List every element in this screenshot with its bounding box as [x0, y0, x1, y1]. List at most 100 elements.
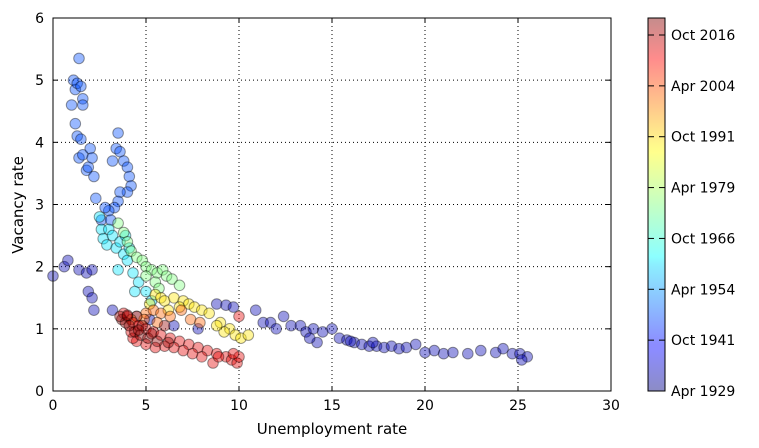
data-point: [75, 133, 87, 145]
data-point: [142, 332, 154, 345]
data-point: [110, 142, 122, 155]
data-point: [130, 251, 143, 264]
data-point: [184, 313, 197, 326]
x-tick-label: 25: [509, 398, 527, 414]
data-point: [270, 323, 283, 335]
data-point: [86, 292, 98, 304]
data-point: [385, 340, 398, 353]
data-point: [112, 127, 124, 139]
data-point: [140, 285, 152, 298]
data-point: [112, 195, 124, 208]
data-point: [497, 342, 509, 355]
data-point: [393, 342, 405, 355]
y-tick-label: 6: [35, 11, 44, 27]
data-point: [117, 226, 130, 239]
data-point: [194, 316, 206, 329]
data-point: [75, 80, 87, 93]
y-tick-label: 0: [35, 384, 44, 400]
data-point: [101, 239, 113, 251]
data-point: [168, 292, 180, 304]
data-point: [129, 285, 141, 298]
data-point: [333, 332, 346, 345]
data-point: [162, 304, 175, 317]
data-point: [88, 304, 100, 317]
data-point: [140, 307, 152, 320]
data-point: [103, 204, 115, 217]
x-tick-label: 5: [142, 398, 151, 414]
data-point: [80, 164, 93, 177]
data-point: [117, 155, 130, 167]
colorbar-gradient: [648, 18, 665, 391]
data-point: [136, 254, 149, 267]
data-point: [112, 264, 124, 276]
data-point: [114, 145, 126, 158]
data-point: [378, 341, 390, 354]
data-point: [77, 149, 89, 161]
x-tick-label: 20: [416, 398, 434, 414]
data-point: [218, 326, 230, 338]
data-point: [158, 340, 171, 353]
data-point: [121, 309, 134, 322]
data-point: [90, 192, 102, 205]
data-point: [69, 83, 82, 96]
data-point: [367, 336, 379, 349]
data-point: [475, 344, 487, 357]
colorbar-tick-label: Oct 2016: [671, 28, 735, 44]
data-point: [104, 214, 117, 226]
data-point: [294, 319, 307, 332]
data-point: [145, 264, 158, 276]
data-point: [119, 316, 132, 329]
data-point: [186, 347, 199, 360]
data-point: [73, 52, 85, 65]
data-point: [125, 180, 137, 192]
data-point: [173, 335, 186, 348]
data-point: [155, 292, 167, 304]
data-point: [73, 152, 85, 164]
data-point: [132, 324, 145, 336]
data-point: [521, 351, 534, 363]
y-tick-label: 1: [35, 322, 44, 338]
data-point: [183, 298, 195, 310]
data-point: [82, 161, 95, 173]
data-point: [71, 77, 83, 90]
data-point: [220, 299, 232, 312]
data-point: [257, 316, 270, 329]
data-point: [183, 338, 195, 351]
data-point: [125, 245, 137, 257]
data-point: [145, 295, 158, 307]
data-point: [58, 260, 70, 273]
data-point: [147, 304, 160, 317]
data-point: [370, 340, 383, 353]
data-point: [285, 319, 297, 332]
data-point: [210, 319, 223, 332]
data-point: [149, 341, 162, 354]
data-point: [419, 346, 431, 359]
y-axis-label: Vacancy rate: [9, 156, 27, 254]
data-point: [130, 310, 143, 323]
data-point: [363, 340, 376, 353]
data-point: [201, 344, 214, 357]
data-point: [264, 316, 277, 329]
data-point: [103, 223, 115, 236]
data-point: [114, 186, 126, 198]
data-point: [62, 254, 74, 267]
grid-lines: [53, 18, 611, 391]
axis-ticks: 0 5 10 15 20 25 30 0 1 2 3 4 5 6: [35, 11, 620, 414]
data-point: [84, 142, 96, 155]
data-point: [121, 236, 134, 248]
data-point: [71, 130, 83, 142]
data-point: [203, 307, 215, 320]
data-point: [121, 254, 134, 267]
y-tick-label: 5: [35, 73, 44, 89]
data-point: [127, 316, 139, 329]
data-point: [447, 346, 459, 359]
data-point: [86, 152, 98, 164]
data-point: [229, 329, 242, 341]
data-point: [140, 338, 152, 351]
data-point: [110, 242, 122, 254]
x-tick-label: 30: [602, 398, 620, 414]
data-point: [249, 304, 262, 317]
data-point: [158, 319, 171, 332]
colorbar-frame: [647, 17, 666, 392]
